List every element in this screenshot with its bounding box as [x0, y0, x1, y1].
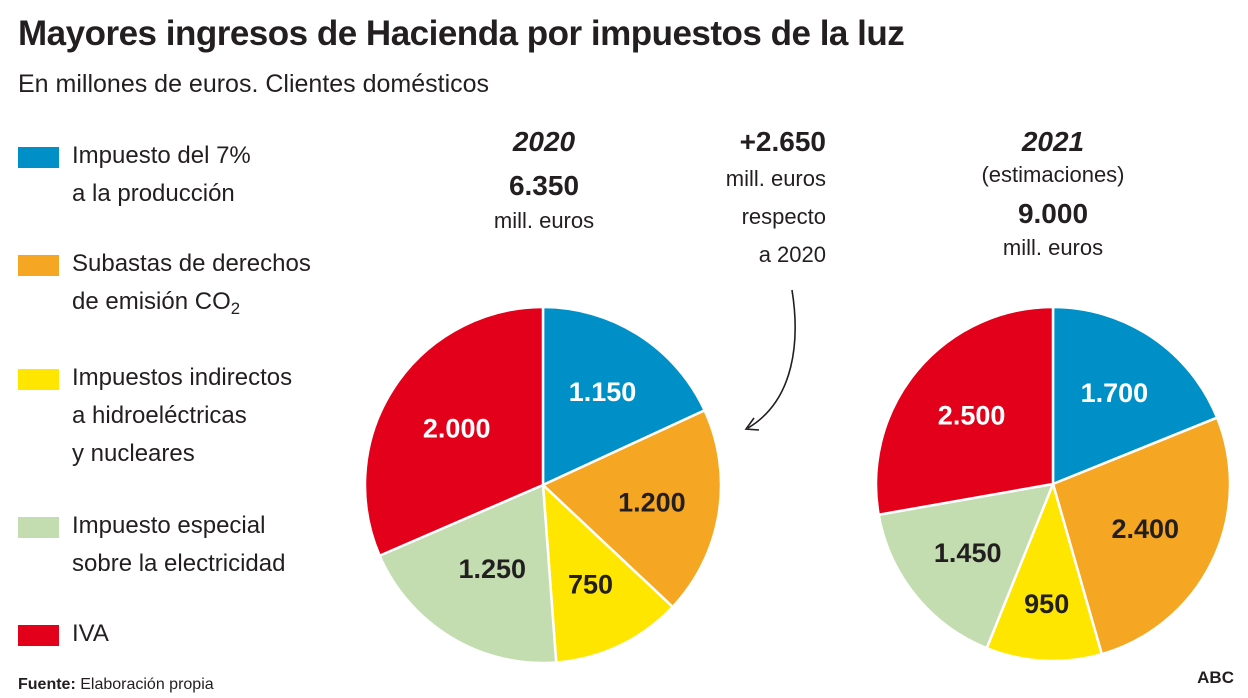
pie-2020-year: 2020 — [512, 126, 576, 157]
pie-2021-unit: mill. euros — [1002, 235, 1104, 260]
arrow-head-icon — [744, 417, 760, 431]
legend-swatch — [18, 517, 59, 538]
legend-label: Subastas de derechos de emisión CO2 — [72, 250, 311, 319]
pie-2021-year: 2021 — [1021, 126, 1085, 157]
pie-slice — [1051, 305, 1219, 486]
slice-value-label: 1.450 — [934, 538, 1002, 568]
pie-slice — [877, 482, 1055, 650]
legend-item-electricidad: Impuesto especial sobre la electricidad — [18, 511, 285, 583]
slice-value-label: 1.250 — [459, 554, 527, 584]
chart-title: Mayores ingresos de Hacienda por impuest… — [18, 14, 905, 53]
pie-2020-header: 2020 6.350 mill. euros — [444, 124, 644, 236]
slice-value-label: 750 — [568, 570, 613, 600]
pie-2020-unit: mill. euros — [493, 208, 595, 233]
pie-2021-total: 9.000 — [1017, 198, 1089, 229]
legend-swatch — [18, 255, 59, 276]
legend-label: Impuestos indirectos a hidroeléctricas y… — [72, 364, 293, 467]
slice-value-label: 1.150 — [569, 377, 637, 407]
legend-item-produccion: Impuesto del 7% a la producción — [18, 141, 251, 213]
legend-item-iva: IVA — [18, 619, 109, 653]
pie-slice — [1051, 416, 1232, 656]
slice-value-label: 2.500 — [938, 401, 1006, 431]
pie-2020-total: 6.350 — [508, 170, 580, 201]
pie-slice — [541, 409, 723, 609]
slice-value-label: 1.200 — [618, 488, 686, 518]
pie-slice — [363, 305, 545, 557]
slice-value-label: 2.000 — [423, 413, 491, 443]
pie-slice — [985, 482, 1104, 663]
slice-value-label: 1.700 — [1081, 378, 1149, 408]
pie-2021-note: (estimaciones) — [981, 162, 1125, 187]
slice-value-label: 2.400 — [1112, 514, 1180, 544]
legend-swatch — [18, 147, 59, 168]
pie-2020: 1.150 1.200 750 1.250 2.000 — [363, 305, 723, 665]
chart-subtitle: En millones de euros. Clientes doméstico… — [18, 70, 490, 98]
pie-slice — [378, 483, 558, 665]
pie-2021: 1.700 2.400 950 1.450 2.500 — [874, 305, 1232, 663]
legend-item-co2: Subastas de derechos de emisión CO2 — [18, 249, 311, 328]
legend-label: Impuesto especial sobre la electricidad — [72, 512, 286, 577]
legend-label: IVA — [72, 620, 109, 647]
difference-annotation: +2.650 mill. euros respecto a 2020 — [725, 126, 826, 267]
slice-value-label: 950 — [1024, 589, 1069, 619]
pie-slice — [541, 483, 674, 664]
pie-slice — [874, 305, 1055, 516]
pie-slice — [541, 305, 706, 487]
brand-logo: ABC — [1197, 668, 1234, 687]
legend-label: Impuesto del 7% a la producción — [72, 142, 251, 207]
legend-swatch — [18, 625, 59, 646]
arrow-line — [747, 289, 796, 429]
legend-swatch — [18, 369, 59, 390]
source-note: Fuente: Elaboración propia — [18, 676, 214, 693]
difference-value: +2.650 — [739, 126, 826, 157]
pie-2021-header: 2021 (estimaciones) 9.000 mill. euros — [953, 124, 1153, 262]
legend-item-hidroelectricas: Impuestos indirectos a hidroeléctricas y… — [18, 363, 292, 473]
